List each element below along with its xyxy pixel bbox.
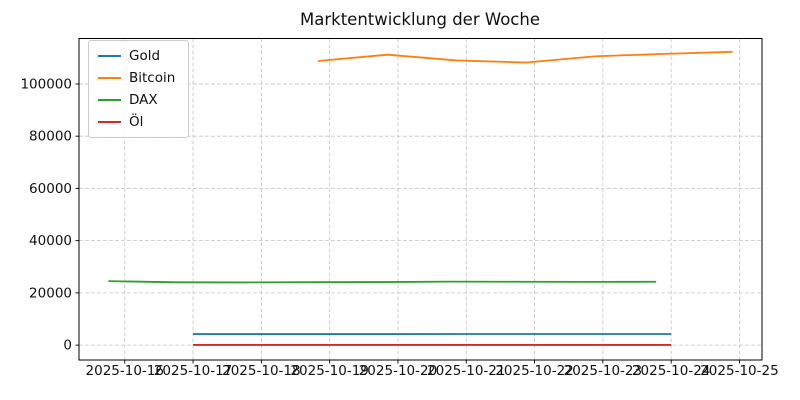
- series-line-2: [108, 280, 657, 284]
- x-tick-label: 2025-10-22: [495, 363, 573, 379]
- legend-item-0: Gold: [98, 48, 175, 64]
- legend-label-3: Öl: [129, 114, 144, 130]
- y-tick-label: 0: [63, 338, 72, 354]
- legend-label-0: Gold: [129, 48, 161, 64]
- legend-label-2: DAX: [129, 92, 158, 108]
- x-tick-label: 2025-10-18: [222, 363, 300, 379]
- plot-border: [78, 38, 763, 361]
- x-tick-label: 2025-10-21: [427, 363, 505, 379]
- x-tick-label: 2025-10-24: [632, 363, 710, 379]
- legend-swatch-0: [98, 54, 121, 58]
- series-line-1: [317, 50, 733, 64]
- legend-item-3: Öl: [98, 114, 175, 130]
- y-tick-label: 80000: [29, 129, 72, 145]
- y-tick-label: 60000: [29, 181, 72, 197]
- x-tick-label: 2025-10-19: [290, 363, 368, 379]
- legend: Gold Bitcoin DAX Öl: [88, 40, 190, 138]
- x-tick-label: 2025-10-17: [154, 363, 232, 379]
- y-tick-label: 40000: [29, 233, 72, 249]
- legend-swatch-1: [98, 76, 121, 80]
- x-tick-label: 2025-10-16: [86, 363, 164, 379]
- legend-item-1: Bitcoin: [98, 70, 175, 86]
- legend-swatch-3: [98, 120, 121, 124]
- chart-title: Marktentwicklung der Woche: [300, 10, 540, 29]
- x-tick-label: 2025-10-25: [700, 363, 778, 379]
- x-tick-label: 2025-10-23: [564, 363, 642, 379]
- x-tick-label: 2025-10-20: [359, 363, 437, 379]
- legend-swatch-2: [98, 98, 121, 102]
- legend-item-2: DAX: [98, 92, 175, 108]
- y-tick-label: 20000: [29, 285, 72, 301]
- y-tick-label: 100000: [20, 76, 72, 92]
- legend-label-1: Bitcoin: [129, 70, 176, 86]
